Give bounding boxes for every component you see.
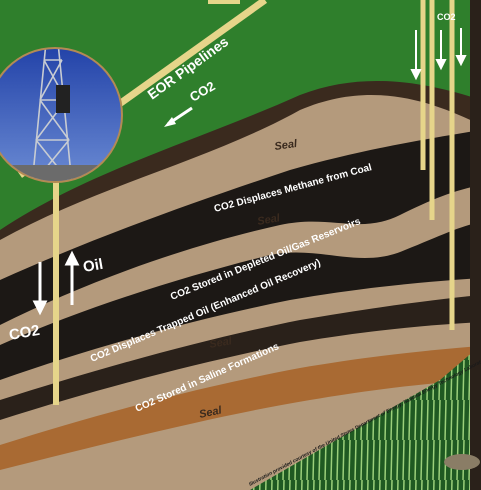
pipeline-flow-arrow (164, 106, 193, 127)
left-well-arrows (32, 250, 80, 316)
seal-label-4: Seal (198, 404, 224, 421)
seal-label-1: Seal (274, 138, 299, 153)
left-co2-label: CO2 (8, 322, 41, 344)
seal-label-2: Seal (256, 212, 281, 228)
oil-label: Oil (82, 256, 105, 276)
floor-spot (444, 454, 480, 470)
drilling-rig-inset (0, 47, 123, 183)
grass-border (250, 345, 481, 490)
panel-edge (470, 0, 481, 490)
down-arrows-right (410, 28, 467, 81)
seal-label-3: Seal (208, 335, 233, 351)
well-co2-label: CO2 (437, 12, 456, 22)
